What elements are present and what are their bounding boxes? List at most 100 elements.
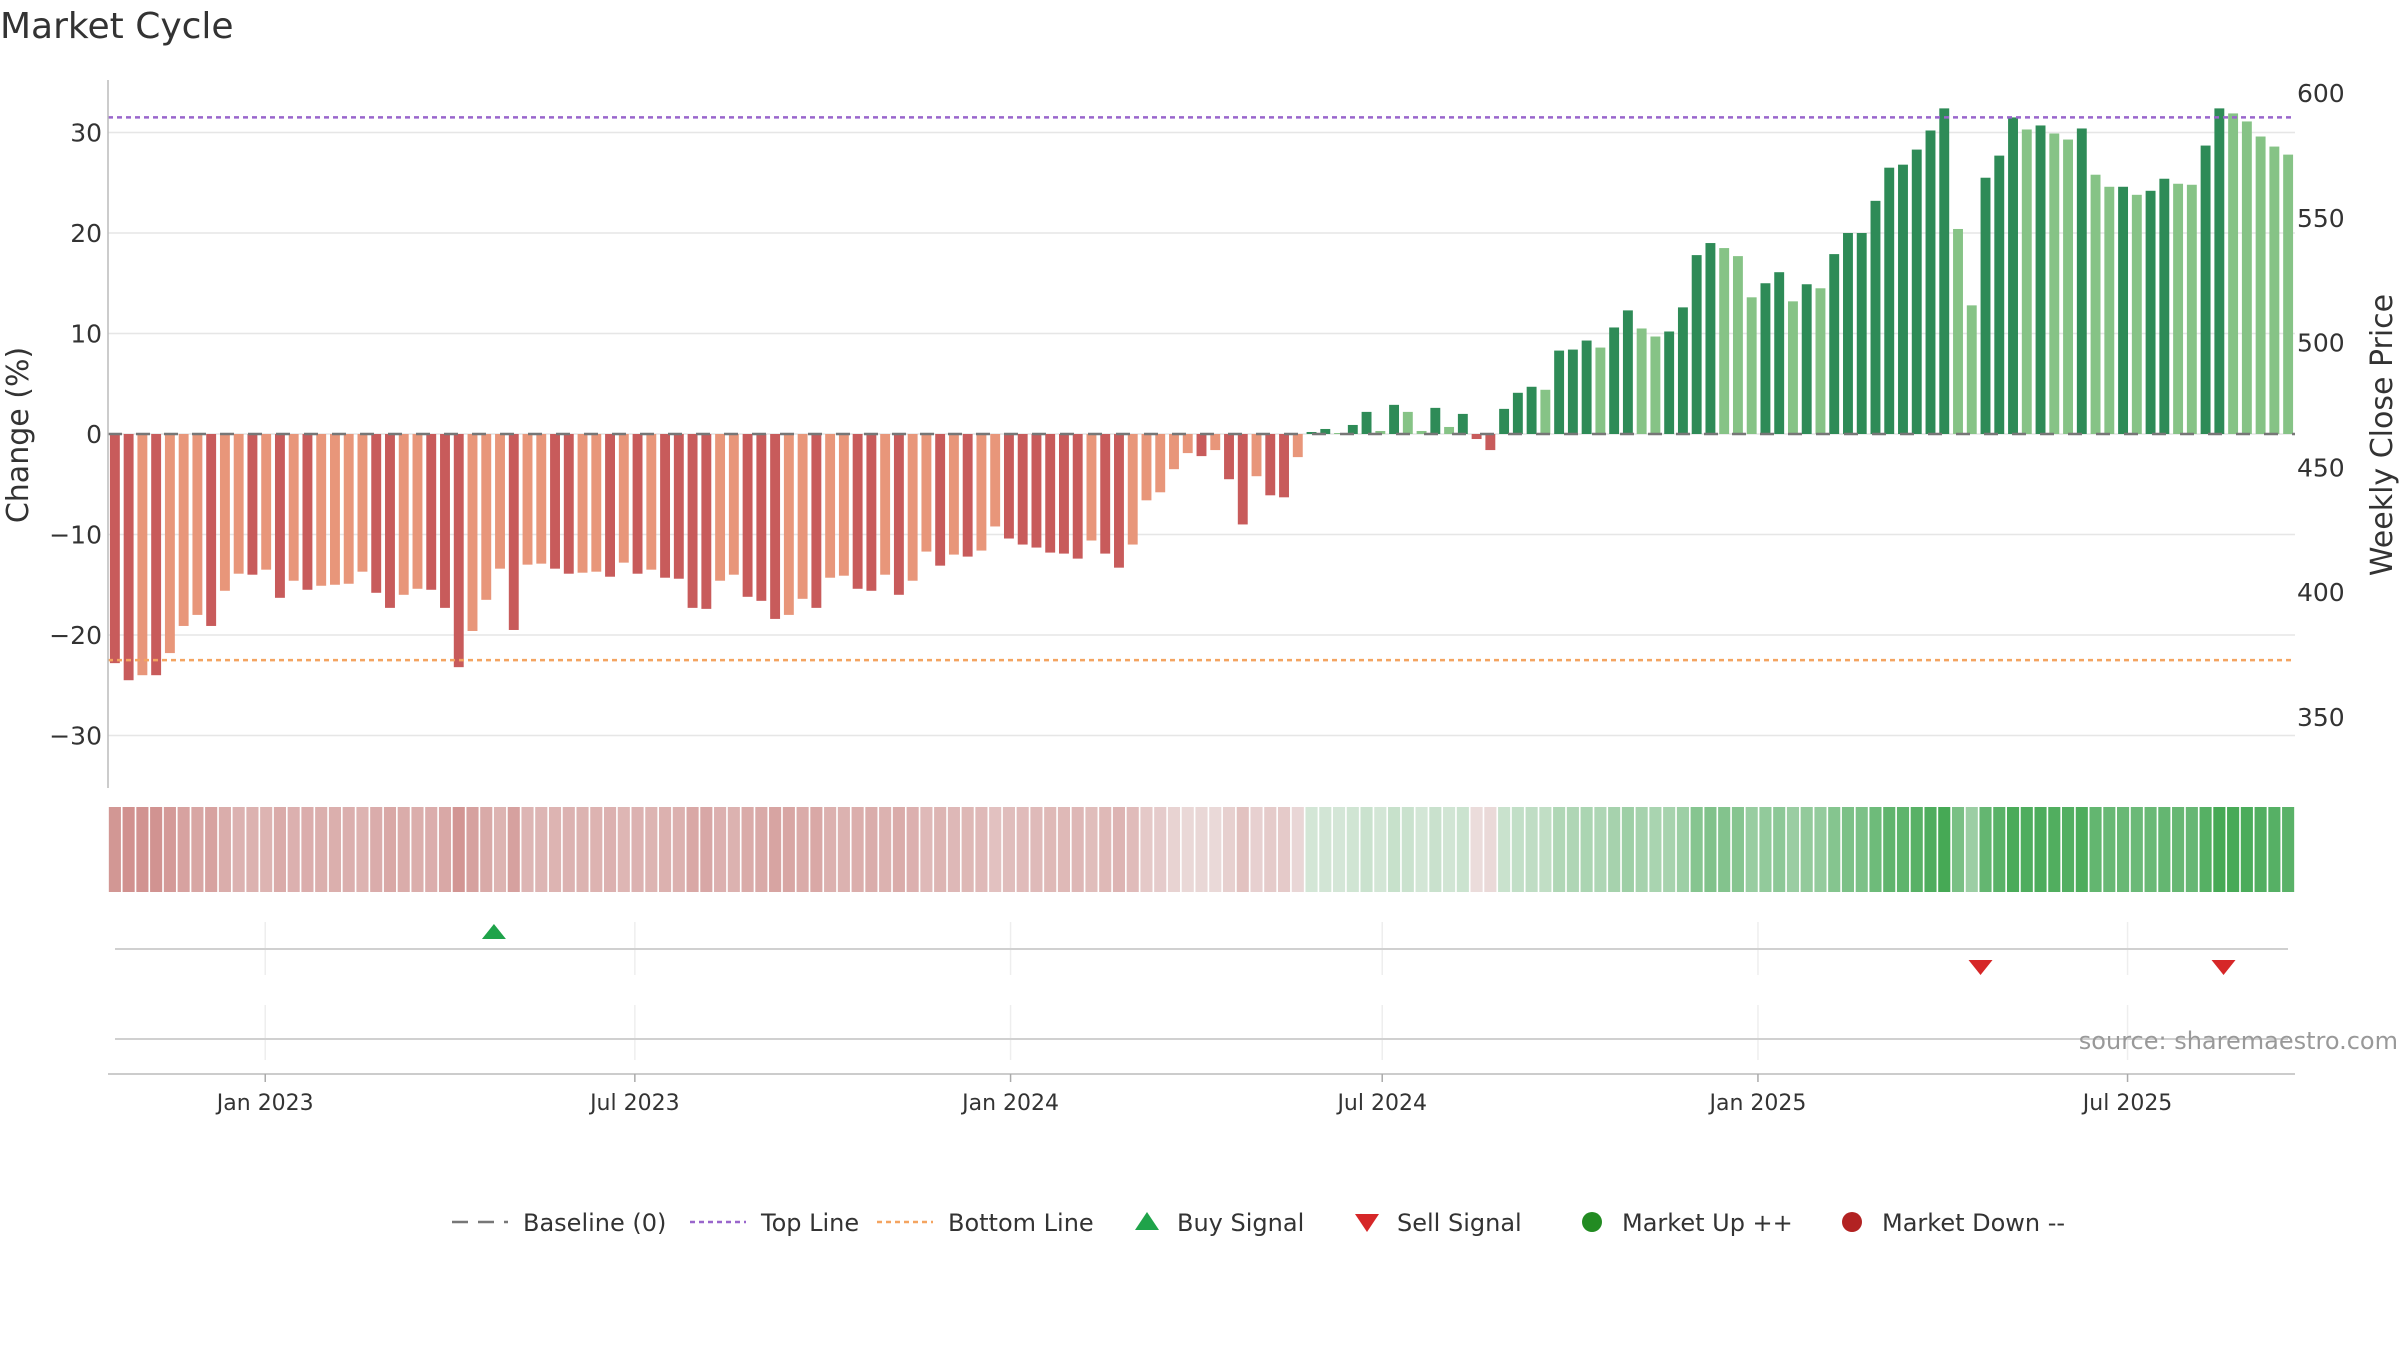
bar [687,434,698,608]
strip-cell [1511,807,1524,892]
y-tick-left: 0 [86,420,102,449]
chart-title: Market Cycle [0,6,234,47]
legend-item[interactable]: Baseline (0) [452,1209,666,1237]
y-axis-left-title: Change (%) [1,347,36,523]
strip-cell [1883,807,1896,892]
bar [1100,434,1111,554]
bar [1361,411,1372,434]
bar [1526,386,1537,434]
bar [1086,434,1097,541]
bar [2214,108,2225,434]
bar [508,434,519,630]
bar [1334,432,1344,434]
strip-cell [2144,807,2157,892]
bar [1595,347,1606,434]
legend-item[interactable]: Sell Signal [1355,1209,1522,1237]
bar [2076,128,2087,435]
bar [233,434,244,574]
y-tick-left: 20 [70,219,102,248]
strip-cell [108,807,121,892]
bar [811,434,822,608]
strip-cell [301,807,314,892]
bar [990,434,1001,527]
strip-cell [480,807,493,892]
strip-cell [1332,807,1346,892]
bar [302,434,313,590]
strip-cell [1222,807,1236,892]
strip-cell [1525,807,1538,892]
bar [1760,283,1771,434]
bar [192,434,203,615]
bar [426,434,437,590]
strip-cell [920,807,933,892]
strip-cell [1841,807,1855,892]
x-tick-label: Jan 2023 [215,1091,314,1116]
bar [2090,174,2101,434]
bar [1829,254,1840,434]
bar [151,434,162,676]
bar [907,434,918,581]
bar [1884,167,1895,435]
legend-item[interactable]: Bottom Line [877,1209,1094,1237]
strip-cell [1773,807,1786,892]
legend-item[interactable]: Buy Signal [1135,1209,1304,1237]
strip-cell [2006,807,2020,892]
x-tick-label: Jul 2025 [2081,1091,2173,1116]
bar [137,434,148,676]
bar [825,434,836,578]
strip-cell [2199,807,2212,892]
bar [1719,248,1730,434]
bar [577,434,588,573]
legend-sell-icon [1355,1214,1379,1232]
bar [1664,331,1675,434]
strip-cell [1099,807,1112,892]
bar [1375,430,1386,434]
bar [2283,154,2294,435]
strip-cell [1126,807,1139,892]
legend-item[interactable]: Market Up ++ [1582,1209,1793,1237]
bar [2173,183,2184,434]
strip-cell [535,807,548,892]
y-tick-left: −30 [49,722,102,751]
strip-cell [1346,807,1359,892]
bar [948,434,959,555]
strip-cell [672,807,685,892]
strip-cell [260,807,273,892]
strip-cell [2268,807,2281,892]
bar [247,434,258,575]
bar [288,434,299,581]
bar [632,434,643,574]
strip-cell [1443,807,1456,892]
legend-item[interactable]: Top Line [690,1209,859,1237]
bar [1746,297,1757,434]
bar [1389,404,1400,434]
strip-cell [246,807,259,892]
bar [673,434,684,579]
bar [1856,233,1867,434]
strip-cell [2282,807,2295,892]
bar [1347,424,1358,434]
legend-item[interactable]: Market Down -- [1842,1209,2065,1237]
bar [1279,434,1289,498]
strip-cell [1786,807,1800,892]
strip-cell [411,807,424,892]
legend[interactable]: Baseline (0) Top Line Bottom Line Buy Signa… [452,1209,2065,1237]
strip-cell [1030,807,1043,892]
bar [1609,327,1620,434]
bar [481,434,492,600]
bar [2131,194,2142,434]
bar [742,434,753,597]
strip-cell [1140,807,1153,892]
strip-cell [1759,807,1772,892]
axes-layer: 30 20 10 0 −10 −20 −30 600 550 500 450 400 350 [49,79,2345,788]
y-tick-right: 600 [2297,79,2345,108]
strip-cell [2227,807,2240,892]
bar [495,434,505,569]
strip-cell [150,807,163,892]
bar [1430,407,1441,434]
bar [316,434,327,586]
bar [1801,284,1812,434]
strip-cell [1965,807,1978,892]
bar [591,434,602,572]
